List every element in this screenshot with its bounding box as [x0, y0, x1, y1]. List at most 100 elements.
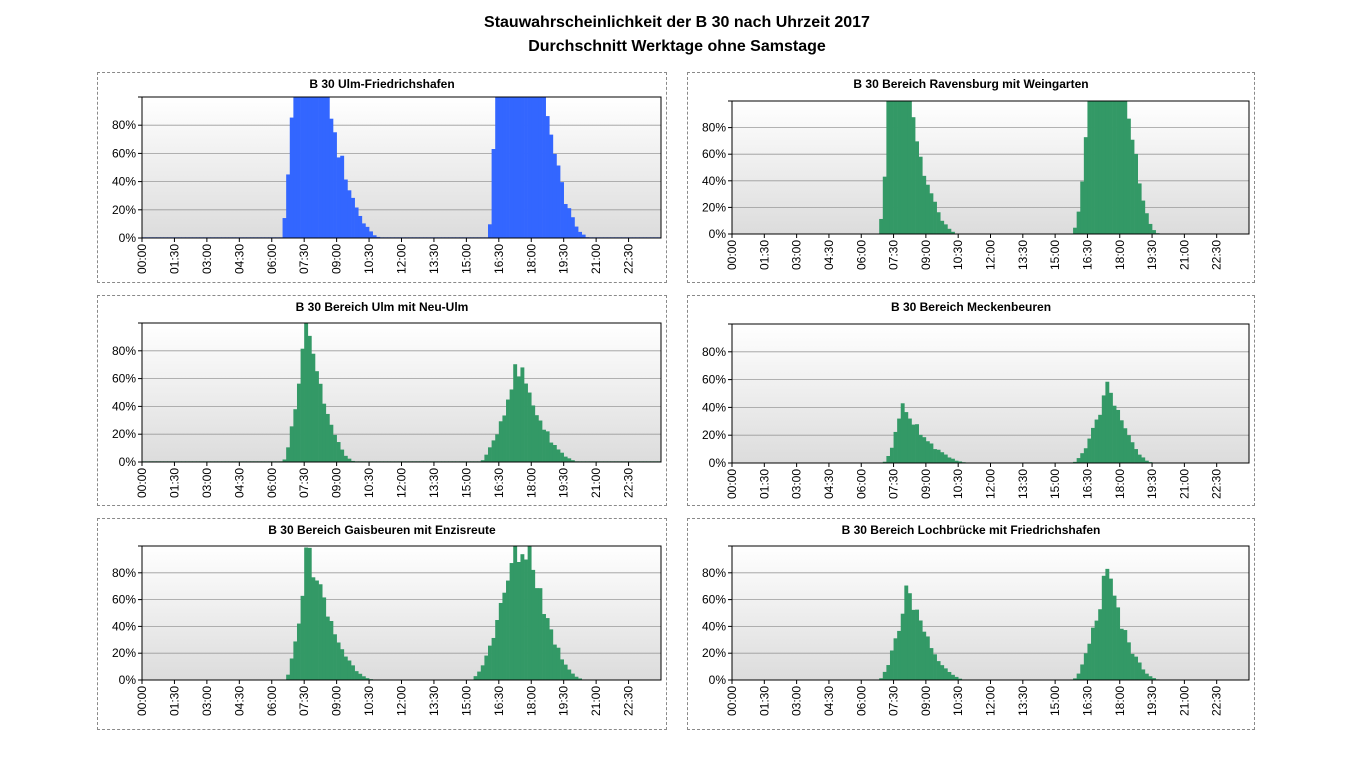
bar	[1130, 139, 1135, 234]
x-tick-label: 21:00	[589, 468, 603, 498]
bar	[943, 224, 948, 234]
bar	[498, 421, 503, 462]
bar	[495, 434, 500, 462]
bar	[527, 392, 532, 462]
bar	[347, 660, 352, 680]
x-tick-label: 06:00	[854, 240, 868, 270]
bar	[563, 456, 568, 462]
bar	[570, 217, 575, 238]
x-tick-label: 13:30	[427, 686, 441, 716]
bar	[538, 588, 543, 680]
bar	[322, 97, 327, 238]
bar	[556, 449, 561, 462]
bar	[1098, 609, 1103, 680]
bar	[1083, 448, 1088, 463]
bar	[1123, 630, 1128, 680]
bar	[882, 461, 887, 463]
x-tick-label: 01:30	[757, 686, 771, 716]
x-tick-label: 13:30	[1016, 686, 1030, 716]
x-tick-label: 07:30	[887, 240, 901, 270]
bar	[502, 415, 507, 462]
x-tick-label: 16:30	[492, 468, 506, 498]
bar	[520, 367, 525, 462]
x-tick-label: 09:00	[919, 469, 933, 499]
x-tick-label: 04:30	[232, 468, 246, 498]
y-tick-label: 60%	[112, 146, 136, 160]
bar	[1137, 183, 1142, 234]
x-tick-label: 16:30	[492, 686, 506, 716]
bar	[1094, 419, 1099, 463]
bar	[556, 165, 561, 238]
bar	[1083, 137, 1088, 234]
bar	[333, 132, 337, 238]
bar	[556, 647, 561, 680]
bar	[282, 459, 287, 462]
bar	[343, 179, 348, 238]
bar	[296, 97, 301, 238]
x-tick-label: 06:00	[265, 244, 279, 274]
bar	[516, 562, 521, 680]
bar	[943, 454, 948, 463]
bar	[918, 434, 923, 463]
bar	[947, 228, 952, 234]
bar	[322, 597, 327, 680]
bar	[307, 547, 312, 680]
chart-title: B 30 Ulm-Friedrichshafen	[309, 77, 455, 91]
x-tick-label: 03:00	[790, 240, 804, 270]
bar	[925, 636, 930, 680]
bar	[534, 588, 539, 680]
x-tick-label: 16:30	[1080, 686, 1094, 716]
x-tick-label: 09:00	[330, 686, 344, 716]
x-tick-label: 21:00	[1177, 240, 1191, 270]
y-tick-label: 80%	[112, 118, 136, 132]
bar	[922, 175, 927, 234]
bar	[925, 441, 930, 463]
bar	[527, 97, 532, 238]
bar	[563, 664, 568, 680]
x-tick-label: 12:00	[984, 686, 998, 716]
bar	[1073, 678, 1077, 680]
bar	[340, 649, 345, 680]
y-tick-label: 80%	[702, 345, 726, 359]
bar	[322, 403, 327, 462]
bar	[1141, 200, 1146, 234]
x-tick-label: 01:30	[167, 244, 181, 274]
bar	[520, 97, 525, 238]
bar	[1148, 223, 1153, 234]
x-tick-label: 01:30	[757, 469, 771, 499]
x-tick-label: 22:30	[622, 686, 636, 716]
bar	[567, 208, 572, 238]
x-tick-label: 09:00	[919, 240, 933, 270]
bar	[904, 585, 909, 680]
bar	[1119, 420, 1124, 463]
bar	[1108, 392, 1113, 463]
bar	[1080, 664, 1085, 680]
bar	[904, 412, 909, 463]
x-tick-label: 01:30	[167, 468, 181, 498]
bar	[542, 97, 546, 238]
x-tick-label: 12:00	[984, 240, 998, 270]
bar	[347, 190, 352, 238]
bar	[929, 193, 934, 234]
bar	[900, 613, 905, 680]
bar	[1116, 409, 1121, 463]
bar	[286, 174, 291, 238]
bar	[545, 431, 550, 462]
x-tick-label: 12:00	[984, 469, 998, 499]
x-tick-label: 21:00	[589, 686, 603, 716]
y-tick-label: 0%	[119, 455, 137, 469]
x-tick-label: 07:30	[887, 686, 901, 716]
bar	[376, 236, 381, 238]
bar	[1076, 673, 1081, 680]
x-tick-label: 01:30	[757, 240, 771, 270]
bar	[578, 231, 583, 238]
y-tick-label: 20%	[112, 427, 136, 441]
bar	[289, 658, 294, 680]
bar	[516, 376, 521, 462]
bar	[343, 455, 348, 462]
bar	[889, 101, 894, 234]
bar	[915, 141, 919, 234]
bar	[549, 629, 554, 680]
bar	[534, 415, 539, 462]
plot-area	[142, 97, 661, 238]
